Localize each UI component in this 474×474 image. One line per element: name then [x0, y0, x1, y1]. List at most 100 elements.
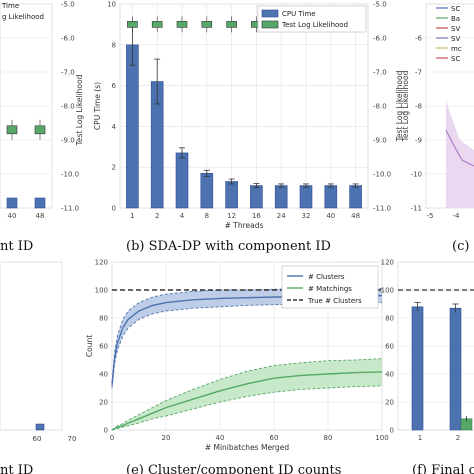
panel-a-right-ylabel: Test Log Likelihood	[75, 74, 84, 146]
panel-b-x-tick: 2	[155, 212, 159, 220]
panel-e-x-tick: 20	[162, 434, 171, 442]
panel-b-xlabel: # Threads	[225, 221, 264, 230]
panel-f-x-tick: 1	[418, 434, 422, 442]
panel-f-y-tick: 100	[381, 287, 394, 295]
panel-e-legend-frame	[281, 265, 379, 309]
panel-a-box	[6, 125, 18, 135]
panel-b-x-tick: 4	[180, 212, 185, 220]
panel-e-x-tick: 60	[270, 434, 279, 442]
panel-c-y-tick: -9	[415, 137, 422, 145]
panel-e-x-tick: 80	[324, 434, 333, 442]
panel-b-x-tick: 12	[227, 212, 236, 220]
panel-e-xlabel: # Minibatches Merged	[205, 443, 290, 452]
panel-e-x-tick: 40	[216, 434, 225, 442]
panel-a-legend-entry: g Likelihood	[2, 13, 44, 21]
panel-b-x-tick: 32	[302, 212, 311, 220]
panel-c-y-tick: -6	[415, 35, 423, 43]
panel-b-x-tick: 48	[351, 212, 360, 220]
panel-f: 0 20 40 60 80 100 120 1 2	[381, 259, 474, 442]
panel-e-legend-entry: # Clusters	[308, 273, 345, 281]
panel-e-y-tick: 60	[99, 343, 108, 351]
panel-a-right-tick: -6.0	[61, 35, 75, 43]
panel-b-left-tick: 2	[112, 164, 116, 172]
panel-f-y-tick: 40	[385, 371, 394, 379]
panel-a-right-tick: -7.0	[61, 69, 75, 77]
panel-b-bar	[299, 185, 313, 209]
panel-e-x-tick: 0	[110, 434, 114, 442]
panel-b-legend-swatch	[261, 9, 279, 18]
panel-c-x-tick: -5	[427, 212, 434, 220]
panel-b-x-tick: 8	[205, 212, 209, 220]
panel-f-bar-blue	[411, 306, 424, 431]
panel-b-right-tick: -9.0	[373, 137, 387, 145]
panel-c-y-tick: -11	[411, 205, 422, 213]
panel-c-ylabel: Test Log Likelihood	[401, 70, 410, 142]
panel-c-y-tick: -10	[411, 171, 422, 179]
panel-e-band-1	[112, 358, 382, 430]
panel-b-left-tick: 6	[112, 82, 117, 90]
panel-e-x-tick: 100	[375, 434, 388, 442]
panel-e-line-1	[111, 371, 383, 431]
panel-b-left-tick: 4	[112, 123, 117, 131]
panel-f-y-tick: 0	[390, 427, 394, 435]
panel-b-box	[176, 21, 188, 28]
panel-c-y-tick: -8	[415, 103, 422, 111]
panel-f-y-tick: 20	[385, 399, 394, 407]
panel-c-y-tick: -7	[415, 69, 422, 77]
panel-e-y-tick: 20	[99, 399, 108, 407]
panel-f-y-tick: 60	[385, 343, 394, 351]
caption-c: (c)	[452, 239, 469, 254]
panel-d: 60 70	[0, 261, 76, 443]
panel-b-right-tick: -8.0	[373, 103, 387, 111]
panel-a-box	[34, 125, 46, 135]
panel-a-x-tick: 40	[8, 212, 17, 220]
panel-f-y-tick: 80	[385, 315, 394, 323]
panel-b-left-tick: 8	[112, 41, 116, 49]
panel-e-legend-entry: True # Clusters	[307, 297, 362, 305]
panel-d-x-tick: 60	[33, 435, 42, 443]
panel-b-bar	[225, 181, 238, 209]
caption-e: (e) Cluster/component ID counts	[126, 463, 341, 474]
panel-e-upper-0	[111, 288, 382, 383]
panel-b-left-tick: 10	[107, 1, 116, 9]
panel-a-right-tick: -8.0	[61, 103, 75, 111]
panel-b-right-tick: -6.0	[373, 35, 387, 43]
panel-e-lower-1	[111, 385, 383, 431]
panel-b-bar	[274, 185, 288, 209]
caption-a: nt ID	[0, 239, 33, 254]
panel-c: -6 -7 -8 -9 -10 -11 Test Log Likelihood -5 -4 SC B…	[401, 3, 474, 220]
panel-c-legend-entry: SC	[451, 5, 460, 13]
panel-b-bar	[349, 185, 362, 209]
panel-b-bar	[175, 152, 189, 209]
panel-b-right-tick: -7.0	[373, 69, 387, 77]
panel-e-lower-0	[111, 302, 383, 389]
panel-f-bar-blue	[449, 307, 462, 431]
panel-b-left-tick: 0	[112, 205, 116, 213]
panel-b-bar	[200, 173, 214, 209]
panel-b-right-tick: -5.0	[373, 1, 387, 9]
panel-a-right-tick: -11.0	[61, 205, 79, 213]
panel-b-box	[201, 21, 213, 28]
panel-e-y-tick: 0	[104, 427, 108, 435]
caption-d: nt ID	[0, 463, 33, 474]
panel-c-legend-entry: SC	[451, 55, 460, 63]
panel-b-bar	[324, 185, 338, 209]
panel-b-x-tick: 40	[326, 212, 335, 220]
panel-c-x-tick: -4	[453, 212, 461, 220]
panel-a: -5.0 -6.0 -7.0 -8.0 -9.0 -10.0 -11.0 40 48 Time g …	[0, 1, 84, 220]
panel-a-legend-entry: Time	[1, 2, 19, 10]
panel-b-ylabel-right: Test Log Likelihood	[395, 70, 404, 142]
panel-f-y-tick: 120	[381, 259, 394, 267]
panel-a-bar	[6, 197, 18, 209]
panel-b-x-tick: 1	[130, 212, 134, 220]
caption-f: (f) Final c	[412, 463, 474, 474]
panel-b-legend-entry: CPU Time	[282, 10, 316, 18]
panel-d-bar	[35, 423, 45, 431]
panel-c-legend-entry: mc	[451, 45, 462, 53]
panel-d-frame	[0, 261, 63, 431]
panel-b-box	[127, 21, 138, 28]
panel-b-legend-entry: Test Log Likelihood	[281, 21, 348, 29]
panel-b-box	[151, 21, 163, 28]
panel-c-line	[445, 129, 474, 167]
